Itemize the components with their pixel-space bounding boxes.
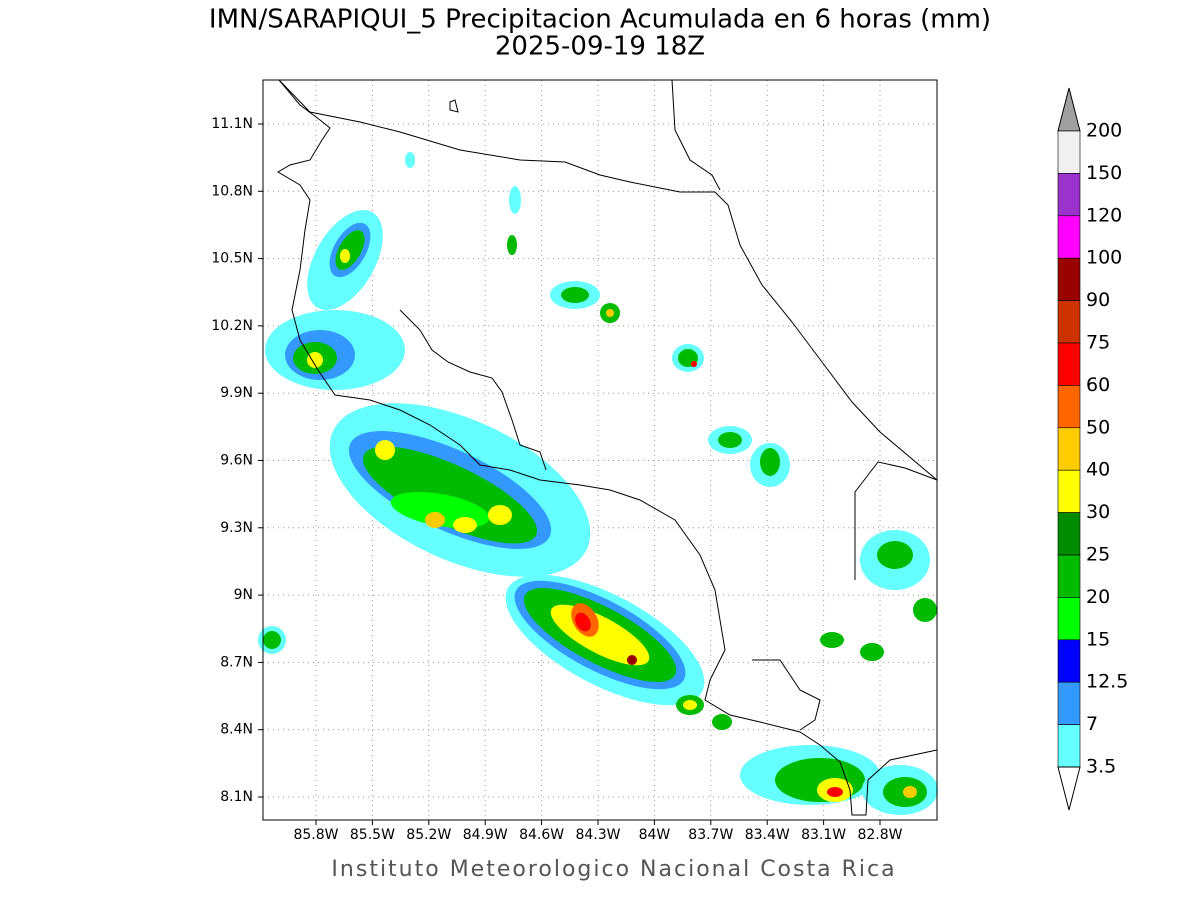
lat-label: 9.3N [220, 520, 253, 536]
lat-label: 10.2N [211, 318, 253, 334]
colorbar-label: 25 [1086, 544, 1110, 566]
lat-label: 9.9N [220, 385, 253, 401]
colorbar-box [1057, 257, 1081, 301]
lat-label: 9N [234, 587, 253, 603]
colorbar-box [1057, 385, 1081, 429]
colorbar-label: 50 [1086, 416, 1110, 438]
border [671, 79, 721, 191]
colorbar-box [1057, 681, 1081, 725]
colorbar-bottom [1057, 766, 1081, 811]
colorbar-label: 15 [1086, 628, 1110, 650]
coastline [278, 79, 938, 481]
lat-label: 8.4N [220, 722, 253, 738]
lat-label: 8.1N [220, 789, 253, 805]
colorbar-top [1057, 87, 1081, 132]
lat-label: 8.7N [220, 654, 253, 670]
colorbar-box [1057, 469, 1081, 513]
axes: 11.1N 10.8N 10.5N 10.2N 9.9N 9.6N 9.3N 9N 8.7N 8.… [211, 116, 902, 843]
colorbar-box [1057, 215, 1081, 259]
lon-label: 84.3W [575, 827, 620, 843]
lat-label: 9.6N [220, 453, 253, 469]
colorbar-label: 3.5 [1086, 756, 1116, 778]
footer: Instituto Meteorologico Nacional Costa R… [331, 857, 896, 882]
colorbar-box [1057, 173, 1081, 217]
colorbar-box [1057, 300, 1081, 344]
colorbar-label: 60 [1086, 374, 1110, 396]
lon-label: 84W [639, 827, 671, 843]
colorbar-label: 20 [1086, 586, 1110, 608]
colorbar-label: 40 [1086, 459, 1110, 481]
lon-label: 83.4W [745, 827, 790, 843]
lat-label: 10.8N [211, 183, 253, 199]
coastline [399, 309, 547, 471]
lon-label: 83.7W [688, 827, 733, 843]
colorbar-label: 100 [1086, 247, 1122, 269]
colorbar-label: 75 [1086, 332, 1110, 354]
title: IMN/SARAPIQUI_5 Precipitacion Acumulada … [209, 5, 991, 35]
lat-label: 10.5N [211, 251, 253, 267]
colorbar-label: 7 [1086, 713, 1098, 735]
lon-label: 84.9W [463, 827, 508, 843]
coastline [752, 659, 821, 731]
colorbar: 200 150 120 100 90 75 60 50 40 30 25 20 15 12.5 7 3.5 [1057, 87, 1128, 811]
colorbar-box [1057, 639, 1081, 683]
colorbar-label: 12.5 [1086, 671, 1128, 693]
lon-label: 85.5W [350, 827, 395, 843]
colorbar-label: 30 [1086, 501, 1110, 523]
colorbar-label: 200 [1086, 120, 1122, 142]
colorbar-box [1057, 597, 1081, 641]
colorbar-box [1057, 427, 1081, 471]
colorbar-label: 150 [1086, 162, 1122, 184]
colorbar-box [1057, 342, 1081, 386]
lon-label: 82.8W [857, 827, 902, 843]
colorbar-label: 90 [1086, 289, 1110, 311]
map-frame [262, 79, 938, 821]
colorbar-box [1057, 130, 1081, 174]
island [449, 99, 459, 113]
lat-label: 11.1N [211, 116, 253, 132]
lon-label: 85.2W [406, 827, 451, 843]
lon-label: 83.1W [801, 827, 846, 843]
lon-label: 85.8W [293, 827, 338, 843]
lon-label: 84.6W [519, 827, 564, 843]
subtitle: 2025-09-19 18Z [495, 32, 705, 62]
coastline [277, 79, 938, 816]
colorbar-label: 120 [1086, 204, 1122, 226]
colorbar-box [1057, 512, 1081, 556]
colorbar-box [1057, 554, 1081, 598]
colorbar-box [1057, 724, 1081, 768]
coastline [277, 79, 938, 816]
border [854, 461, 938, 580]
